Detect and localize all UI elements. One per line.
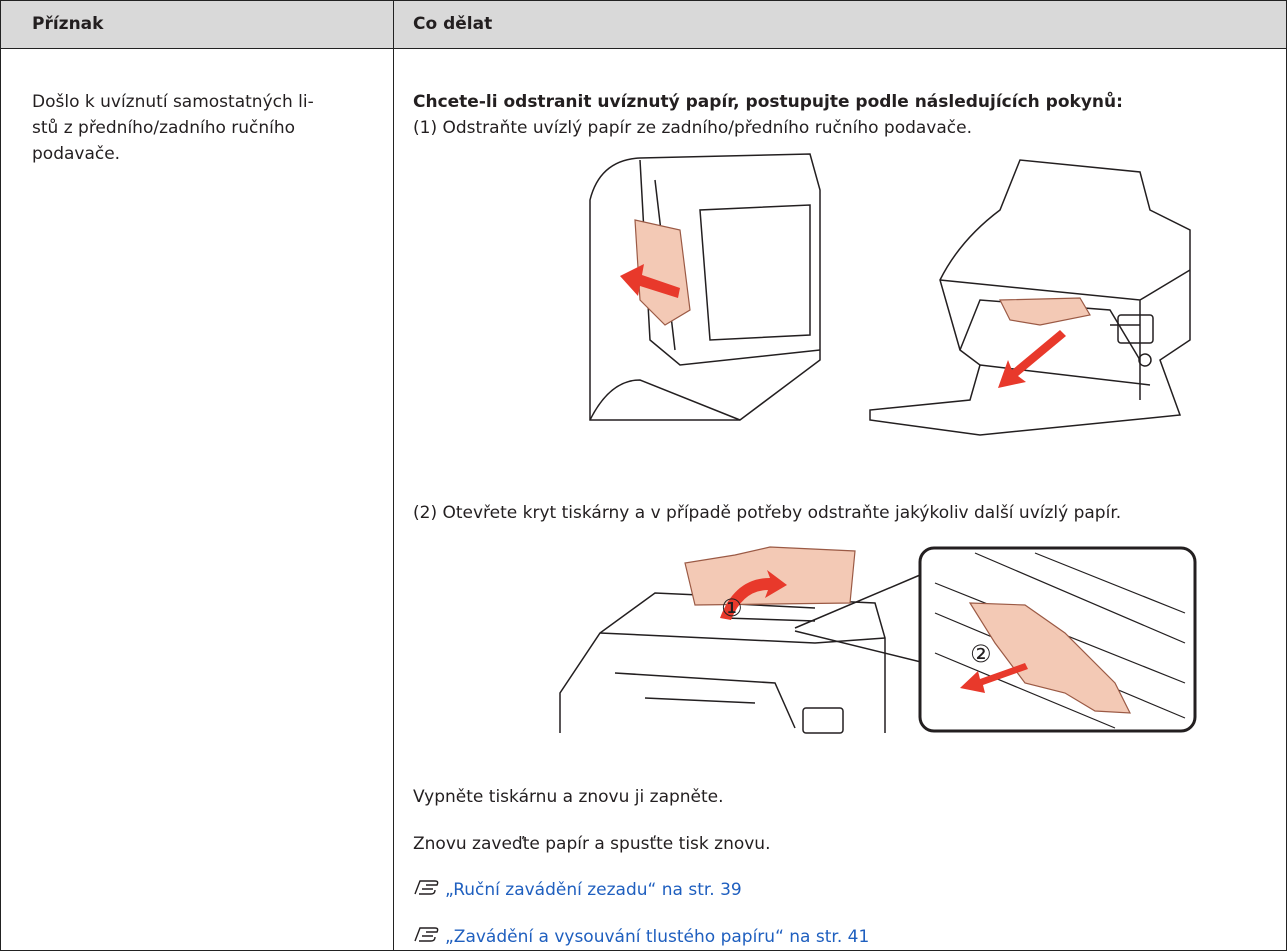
column-header: Co dělat	[413, 14, 493, 34]
table-header	[0, 0, 1287, 48]
symptom-line: stů z předního/zadního ručního	[32, 118, 296, 138]
note: Znovu zaveďte papír a spusťte tisk znovu…	[413, 834, 771, 854]
step: (1) Odstraňte uvízlý papír ze zadního/př…	[413, 118, 972, 138]
column-header: Příznak	[32, 14, 104, 34]
illustration-printer-cover	[559, 546, 1197, 734]
note: Vypněte tiskárnu a znovu ji zapněte.	[413, 787, 724, 807]
link[interactable]: „Zavádění a vysouvání tlustého papíru“ n…	[445, 927, 870, 947]
callout: ②	[970, 640, 992, 668]
illustration-rear-feeder	[589, 153, 1191, 436]
step: (2) Otevřete kryt tiskárny a v případě p…	[413, 503, 1122, 523]
link-icon	[414, 880, 439, 895]
rule	[0, 48, 1287, 49]
rule	[0, 0, 1, 951]
rule	[0, 0, 1287, 1]
callout: ①	[721, 594, 743, 622]
rule	[393, 0, 394, 951]
link-icon	[414, 927, 439, 942]
symptom-line: podavače.	[32, 144, 121, 164]
solution-heading: Chcete-li odstranit uvíznutý papír, post…	[413, 92, 1123, 112]
link[interactable]: „Ruční zavádění zezadu“ na str. 39	[445, 880, 742, 900]
symptom-line: Došlo k uvíznutí samostatných li-	[32, 92, 314, 112]
